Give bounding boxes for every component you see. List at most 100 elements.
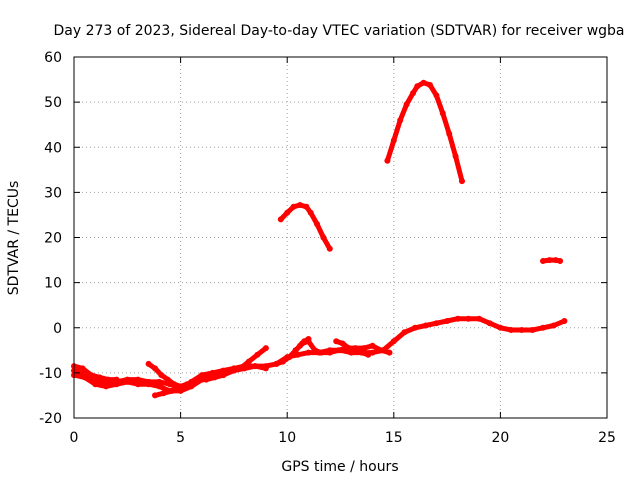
data-point bbox=[476, 315, 483, 322]
chart-title: Day 273 of 2023, Sidereal Day-to-day VTE… bbox=[53, 23, 624, 39]
data-point bbox=[194, 376, 201, 383]
data-point bbox=[113, 381, 120, 388]
y-tick-label: 40 bbox=[44, 140, 62, 156]
data-point bbox=[113, 376, 120, 383]
x-tick-label: 15 bbox=[385, 430, 403, 446]
data-point bbox=[369, 342, 376, 349]
data-point bbox=[335, 347, 342, 354]
data-point bbox=[297, 202, 303, 208]
data-point bbox=[294, 351, 301, 358]
data-point bbox=[422, 322, 429, 329]
tick-layer: 0 5 10 15 20 25 -20 -10 0 10 20 30 40 50 60 bbox=[39, 50, 616, 446]
data-point bbox=[540, 258, 546, 264]
data-point bbox=[446, 130, 453, 137]
grid-layer bbox=[74, 57, 607, 418]
data-point bbox=[358, 349, 365, 356]
data-point bbox=[550, 322, 557, 329]
data-point bbox=[135, 381, 141, 388]
data-point bbox=[81, 374, 88, 381]
data-point bbox=[561, 318, 568, 324]
data-point bbox=[390, 338, 397, 345]
data-point bbox=[401, 329, 408, 336]
data-point bbox=[262, 345, 269, 352]
data-point bbox=[237, 365, 244, 372]
data-point bbox=[529, 327, 536, 333]
data-point bbox=[103, 383, 109, 390]
data-point bbox=[211, 374, 218, 381]
data-point bbox=[209, 369, 216, 376]
data-point bbox=[454, 315, 461, 322]
data-point bbox=[152, 365, 158, 372]
x-axis-label: GPS time / hours bbox=[281, 459, 398, 475]
data-point bbox=[465, 315, 472, 322]
data-point bbox=[169, 387, 176, 394]
data-point bbox=[346, 345, 352, 352]
data-point bbox=[186, 381, 193, 388]
data-point bbox=[378, 347, 384, 354]
data-point bbox=[311, 347, 318, 354]
data-point bbox=[557, 258, 564, 264]
x-tick-label: 5 bbox=[176, 430, 185, 446]
x-tick-label: 25 bbox=[598, 430, 616, 446]
series-line-baseline-f bbox=[274, 338, 392, 367]
data-point bbox=[439, 110, 446, 117]
data-point bbox=[414, 83, 421, 90]
data-point bbox=[277, 216, 284, 223]
data-point bbox=[352, 347, 359, 354]
data-point bbox=[290, 203, 297, 210]
data-point bbox=[286, 354, 293, 361]
data-point bbox=[326, 349, 333, 356]
y-tick-label: -20 bbox=[39, 411, 62, 427]
data-point bbox=[410, 90, 416, 97]
data-point bbox=[273, 360, 280, 367]
data-point bbox=[156, 383, 163, 390]
data-point bbox=[135, 376, 141, 383]
data-point bbox=[320, 234, 327, 241]
data-point bbox=[145, 381, 152, 388]
data-point bbox=[508, 327, 515, 333]
y-axis-label: SDTVAR / TECUs bbox=[6, 181, 22, 296]
data-point bbox=[145, 360, 152, 367]
data-point bbox=[486, 320, 493, 327]
data-point bbox=[546, 257, 553, 264]
data-point bbox=[314, 221, 320, 227]
data-point bbox=[412, 324, 419, 331]
data-point bbox=[279, 358, 286, 365]
y-tick-label: 30 bbox=[44, 185, 62, 201]
data-point bbox=[164, 376, 171, 383]
y-tick-label: 10 bbox=[44, 276, 62, 292]
data-point bbox=[252, 363, 259, 370]
data-point bbox=[365, 351, 372, 358]
data-point bbox=[305, 349, 312, 356]
data-point bbox=[160, 390, 167, 397]
y-tick-label: 60 bbox=[44, 50, 62, 66]
data-point bbox=[203, 376, 210, 383]
plot-frame bbox=[73, 56, 608, 419]
x-tick-label: 0 bbox=[70, 430, 79, 446]
data-point bbox=[245, 358, 252, 365]
data-point bbox=[220, 372, 227, 379]
data-point bbox=[339, 340, 346, 347]
data-point bbox=[452, 153, 459, 160]
series-layer bbox=[71, 79, 568, 399]
data-point bbox=[303, 203, 310, 210]
data-point bbox=[158, 372, 165, 379]
data-point bbox=[92, 381, 99, 388]
data-point bbox=[427, 82, 433, 88]
data-point bbox=[361, 345, 367, 352]
data-point bbox=[403, 101, 410, 108]
data-point bbox=[254, 351, 261, 358]
data-point bbox=[177, 385, 184, 392]
data-point bbox=[444, 318, 451, 324]
y-tick-label: -10 bbox=[39, 366, 62, 382]
data-point bbox=[105, 376, 112, 383]
data-point bbox=[262, 365, 269, 372]
data-point bbox=[152, 392, 158, 399]
x-tick-label: 20 bbox=[491, 430, 509, 446]
x-tick-label: 10 bbox=[278, 430, 296, 446]
data-point bbox=[96, 374, 103, 381]
y-tick-label: 0 bbox=[53, 321, 62, 337]
data-point bbox=[433, 92, 440, 99]
data-point bbox=[171, 381, 178, 388]
data-point bbox=[384, 157, 391, 164]
